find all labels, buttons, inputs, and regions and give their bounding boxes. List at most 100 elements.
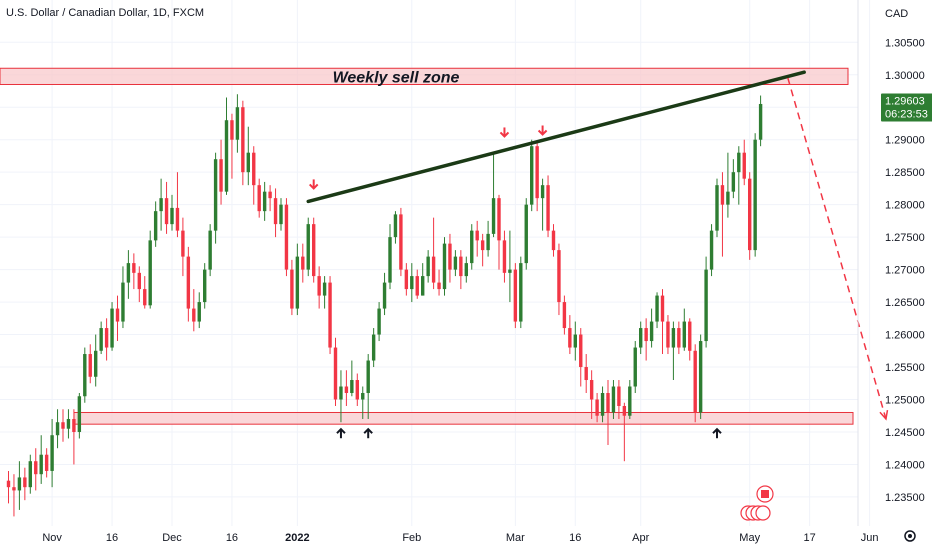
candle	[153, 201, 158, 247]
candle-body	[589, 380, 594, 400]
candle	[148, 230, 152, 309]
candle-body	[181, 230, 185, 257]
price-tick-label: 1.27000	[885, 265, 925, 277]
candle-body	[688, 321, 692, 351]
candle-body	[301, 256, 305, 270]
candle	[371, 328, 376, 368]
candle	[442, 237, 447, 296]
candle	[655, 292, 659, 329]
candle	[382, 272, 387, 316]
candle	[562, 295, 567, 335]
candle-body	[437, 282, 441, 290]
candle	[579, 328, 583, 387]
candle	[513, 263, 518, 329]
candle-body	[366, 360, 370, 394]
time-tick-label: 17	[804, 532, 816, 544]
candle-body	[377, 308, 381, 335]
candle-body	[61, 422, 65, 429]
down-arrow-marker	[537, 125, 548, 136]
candle	[235, 94, 240, 153]
candle	[421, 263, 425, 296]
candle-body	[230, 120, 234, 140]
candle-body	[442, 243, 447, 290]
candle-body	[464, 263, 468, 277]
candle	[262, 181, 267, 221]
candle-body	[284, 204, 289, 270]
candle-body	[726, 191, 730, 205]
candle-body	[371, 334, 376, 361]
candle	[649, 308, 654, 348]
up-arrow-head	[336, 427, 346, 434]
candle	[257, 178, 261, 218]
candle	[350, 360, 354, 397]
candle-body	[486, 233, 490, 251]
candle	[546, 175, 550, 238]
candle	[83, 347, 87, 403]
candle	[192, 289, 196, 332]
candle-body	[480, 240, 485, 251]
candle-body	[677, 328, 681, 348]
candle	[17, 461, 22, 510]
candle-body	[393, 214, 398, 238]
candle	[241, 100, 245, 186]
candle	[88, 344, 92, 384]
candle	[530, 139, 534, 212]
candle-body	[470, 230, 474, 264]
price-tick-label: 1.25500	[885, 362, 925, 374]
buy-zone-box	[73, 411, 854, 425]
candle	[731, 159, 736, 199]
candle-body	[44, 454, 49, 471]
candle	[584, 354, 588, 394]
down-arrow-marker	[499, 127, 510, 138]
time-tick-label: 16	[569, 532, 581, 544]
candle-body	[404, 269, 409, 290]
candle	[568, 315, 572, 355]
candle-body	[317, 276, 321, 296]
candle-body	[426, 256, 430, 277]
candle-body	[698, 341, 703, 413]
candle	[77, 393, 82, 439]
candle	[698, 334, 703, 419]
candle-body	[88, 354, 92, 377]
candle	[55, 409, 60, 449]
candle-body	[671, 328, 676, 348]
price-axis[interactable]: 1.23500 1.24000 1.24500 1.25000 1.25500 1.260…	[857, 0, 932, 526]
candle-body	[606, 393, 610, 413]
candle	[453, 250, 458, 277]
candle-body	[731, 172, 736, 192]
candle	[715, 178, 719, 238]
candle-body	[350, 380, 354, 394]
candle-body	[132, 263, 136, 273]
time-axis[interactable]: Nov 16 Dec 16 2022 Feb Mar 16 Apr May 17 Jun	[42, 532, 878, 544]
last-price-value: 1.29603	[885, 96, 925, 108]
candle	[361, 386, 365, 419]
price-tick-label: 1.30500	[885, 37, 925, 49]
candle	[600, 386, 605, 423]
candle	[709, 224, 714, 277]
candle	[497, 194, 501, 270]
candle	[290, 259, 294, 316]
candle	[595, 393, 599, 423]
candle-body	[742, 152, 746, 179]
candle-body	[170, 207, 174, 225]
gear-center	[908, 534, 912, 538]
candle	[61, 409, 65, 442]
candle-body	[595, 399, 599, 416]
candle	[437, 269, 441, 296]
candle	[720, 172, 725, 257]
sell-zone-label: Weekly sell zone	[333, 69, 460, 86]
candle	[611, 380, 616, 419]
candle	[431, 217, 436, 290]
zones: Weekly sell zone	[0, 67, 854, 425]
candle-body	[644, 328, 648, 342]
time-tick-label: Apr	[632, 532, 649, 544]
candle-body	[535, 146, 539, 199]
candle	[704, 256, 708, 348]
candle-body	[355, 380, 359, 400]
candle	[557, 243, 561, 316]
candle-body	[579, 334, 583, 368]
candle-body	[600, 393, 605, 416]
candle-body	[666, 321, 670, 348]
